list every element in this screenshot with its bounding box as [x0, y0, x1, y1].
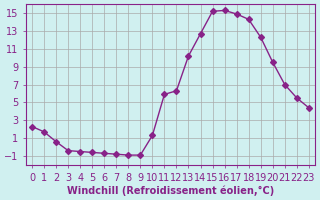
X-axis label: Windchill (Refroidissement éolien,°C): Windchill (Refroidissement éolien,°C)	[67, 185, 274, 196]
